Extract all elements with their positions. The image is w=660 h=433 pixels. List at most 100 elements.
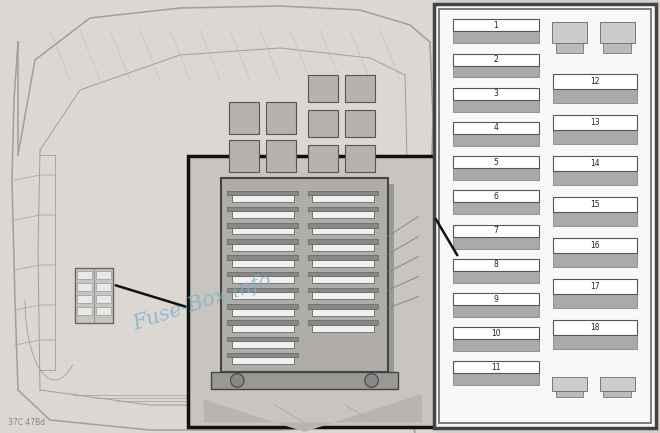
Bar (308, 304, 378, 309)
Circle shape (365, 374, 378, 387)
Bar (434, 4, 656, 428)
Bar (232, 293, 294, 299)
Bar (345, 74, 375, 102)
Text: 16: 16 (590, 241, 600, 250)
Text: 10: 10 (491, 329, 500, 338)
Bar (229, 139, 259, 172)
Bar (308, 288, 378, 293)
Bar (308, 145, 338, 172)
Bar (96, 283, 111, 291)
Bar (232, 211, 294, 218)
Text: 4: 4 (493, 123, 498, 132)
Bar (232, 341, 294, 348)
Bar (600, 22, 635, 43)
Bar (77, 283, 92, 291)
Bar (553, 320, 638, 335)
Bar (227, 337, 298, 341)
Bar (227, 239, 298, 244)
Text: 8: 8 (494, 260, 498, 269)
Bar (312, 195, 374, 202)
Bar (266, 139, 296, 172)
Text: 13: 13 (590, 118, 600, 127)
Bar (553, 335, 638, 349)
Bar (227, 207, 298, 211)
Bar (232, 228, 294, 234)
Bar (266, 102, 296, 134)
Text: 2: 2 (494, 55, 498, 64)
Bar (553, 115, 638, 130)
Bar (553, 279, 638, 294)
Bar (553, 197, 638, 212)
Text: 15: 15 (590, 200, 600, 209)
Bar (312, 228, 374, 234)
Bar (308, 255, 378, 260)
Text: 11: 11 (491, 363, 500, 372)
Bar (226, 184, 394, 378)
Text: 14: 14 (590, 159, 600, 168)
Bar (232, 357, 294, 364)
Text: 18: 18 (591, 323, 600, 332)
Bar (227, 288, 298, 293)
Bar (453, 19, 539, 31)
Text: 17: 17 (590, 282, 600, 291)
Bar (0, 0, 436, 433)
Bar (453, 134, 539, 146)
Bar (308, 223, 378, 228)
Bar (227, 272, 298, 276)
Bar (453, 100, 539, 112)
Text: 7: 7 (493, 226, 498, 235)
Bar (77, 307, 92, 315)
Bar (453, 327, 539, 339)
Bar (453, 168, 539, 180)
Bar (312, 276, 374, 283)
Bar (308, 320, 378, 325)
Bar (553, 171, 638, 185)
Bar (556, 43, 583, 54)
Bar (453, 122, 539, 134)
Bar (232, 244, 294, 251)
Bar (232, 276, 294, 283)
Bar (308, 191, 378, 195)
Bar (553, 156, 638, 171)
Bar (553, 294, 638, 308)
Bar (453, 259, 539, 271)
Bar (75, 268, 113, 323)
Bar (553, 212, 638, 226)
Bar (553, 238, 638, 252)
Text: 6: 6 (493, 192, 498, 201)
Text: 5: 5 (493, 158, 498, 167)
Bar (603, 43, 631, 54)
Bar (440, 10, 651, 423)
Bar (453, 54, 539, 65)
Bar (556, 391, 583, 397)
Bar (227, 255, 298, 260)
Bar (232, 195, 294, 202)
Bar (308, 74, 338, 102)
Bar (453, 236, 539, 249)
Text: 1: 1 (494, 21, 498, 30)
Bar (600, 377, 635, 391)
Bar (227, 191, 298, 195)
Bar (553, 74, 638, 89)
Bar (453, 373, 539, 385)
Bar (345, 110, 375, 137)
Bar (227, 304, 298, 309)
Bar (453, 362, 539, 373)
Bar (77, 271, 92, 279)
Bar (211, 372, 399, 389)
Bar (553, 130, 638, 144)
Bar (553, 89, 638, 103)
Bar (188, 156, 459, 427)
Bar (453, 305, 539, 317)
Bar (227, 223, 298, 228)
Bar (96, 295, 111, 303)
Bar (552, 377, 587, 391)
Text: 37C 47Bd: 37C 47Bd (8, 418, 45, 427)
Bar (312, 293, 374, 299)
Bar (229, 102, 259, 134)
Bar (308, 239, 378, 244)
Bar (603, 391, 631, 397)
Circle shape (230, 374, 244, 387)
Bar (77, 295, 92, 303)
Bar (552, 22, 587, 43)
